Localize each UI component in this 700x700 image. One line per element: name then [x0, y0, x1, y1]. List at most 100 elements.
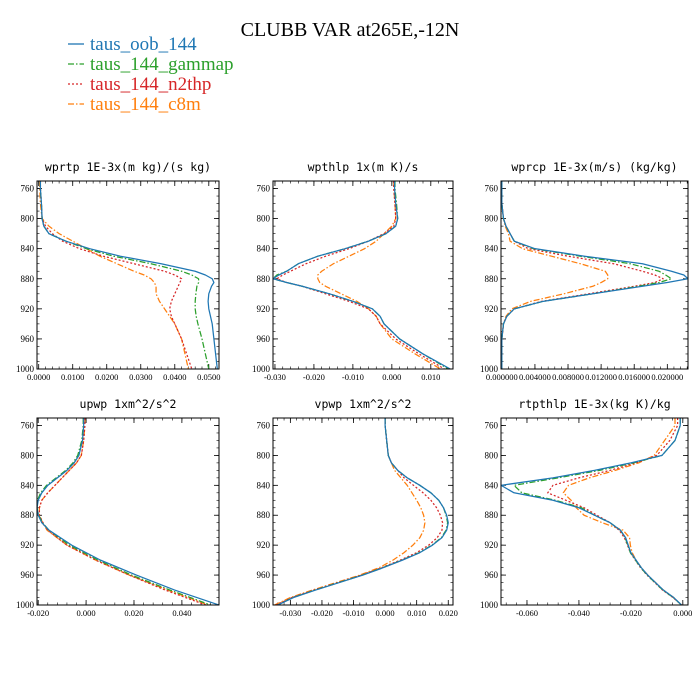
ytick-label-4-1: 800	[257, 450, 271, 460]
ytick-label-3-0: 760	[21, 420, 35, 430]
series-line-2-1	[501, 181, 673, 369]
plot-frame-3	[36, 417, 220, 606]
series-group-4	[274, 418, 449, 605]
ytick-label-1-4: 920	[257, 304, 271, 314]
ytick-label-2-0: 760	[485, 184, 499, 194]
ytick-label-2-4: 920	[485, 304, 499, 314]
series-line-4-3	[274, 418, 426, 605]
ytick-label-5-1: 800	[485, 450, 499, 460]
series-line-5-1	[513, 418, 682, 605]
xtick-label-2-4: 0.016000	[618, 372, 650, 382]
ytick-label-4-5: 960	[257, 570, 271, 580]
series-line-5-0	[501, 418, 682, 605]
series-line-1-2	[276, 181, 445, 369]
xtick-label-2-0: 0.000000	[486, 372, 518, 382]
ytick-label-3-3: 880	[21, 510, 35, 520]
ytick-label-0-5: 960	[21, 334, 35, 344]
ytick-label-5-4: 920	[485, 540, 499, 550]
xtick-label-2-3: 0.012000	[585, 372, 617, 382]
series-line-5-3	[562, 418, 682, 605]
xtick-label-4-5: 0.020	[439, 608, 458, 618]
xtick-label-0-2: 0.0200	[95, 372, 118, 382]
series-line-1-1	[273, 181, 449, 369]
xtick-label-3-3: 0.040	[172, 608, 191, 618]
xtick-label-3-2: 0.020	[124, 608, 143, 618]
legend-label-3: taus_144_c8m	[90, 94, 201, 115]
xtick-label-1-3: 0.000	[382, 372, 401, 382]
ytick-label-0-3: 880	[21, 274, 35, 284]
series-line-0-3	[39, 181, 189, 369]
plot-frame-2	[500, 180, 689, 370]
xtick-label-4-1: -0.020	[311, 608, 333, 618]
panel-2: wprcp 1E-3x(m/s) (kg/kg) 760 800 840 880 920 9…	[480, 160, 689, 382]
legend: taus_oob_144taus_144_gammaptaus_144_n2th…	[68, 34, 234, 115]
ytick-label-4-3: 880	[257, 510, 271, 520]
ytick-label-3-6: 1000	[16, 600, 35, 610]
series-line-4-2	[275, 418, 444, 605]
panel-title-5: rtpthlp 1E-3x(kg K)/kg	[518, 397, 670, 411]
ytick-label-0-6: 1000	[16, 364, 35, 374]
series-group-0	[39, 181, 218, 369]
ytick-label-1-3: 880	[257, 274, 271, 284]
series-line-0-1	[39, 181, 210, 369]
plot-frame-5	[500, 417, 689, 606]
ytick-label-5-6: 1000	[480, 600, 499, 610]
ytick-label-0-4: 920	[21, 304, 35, 314]
ytick-label-3-2: 840	[21, 480, 35, 490]
panel-5: rtpthlp 1E-3x(kg K)/kg 760 800 840 880 920 960…	[480, 397, 692, 618]
xtick-label-5-0: -0.060	[516, 608, 538, 618]
xtick-label-0-4: 0.0400	[163, 372, 186, 382]
series-line-3-3	[38, 418, 209, 605]
legend-label-2: taus_144_n2thp	[90, 74, 211, 95]
ytick-label-0-2: 840	[21, 244, 35, 254]
panel-title-0: wprtp 1E-3x(m kg)/(s kg)	[45, 160, 211, 174]
ytick-label-4-6: 1000	[252, 600, 271, 610]
panel-title-4: vpwp 1xm^2/s^2	[315, 397, 412, 411]
xtick-label-0-3: 0.0300	[129, 372, 152, 382]
xtick-label-4-2: -0.010	[343, 608, 365, 618]
xtick-label-2-5: 0.020000	[651, 372, 683, 382]
legend-label-0: taus_oob_144	[90, 34, 197, 55]
series-line-3-2	[38, 418, 207, 605]
xtick-label-5-2: -0.020	[620, 608, 642, 618]
series-group-2	[501, 181, 688, 369]
xtick-label-4-4: 0.010	[407, 608, 426, 618]
xtick-label-1-1: -0.020	[303, 372, 325, 382]
xtick-label-2-2: 0.008000	[552, 372, 584, 382]
figure-title: CLUBB VAR at265E,-12N	[241, 19, 460, 41]
panel-title-3: upwp 1xm^2/s^2	[80, 397, 177, 411]
ytick-label-1-2: 840	[257, 244, 271, 254]
xtick-label-2-1: 0.004000	[519, 372, 551, 382]
series-line-1-0	[273, 181, 451, 369]
series-line-2-3	[501, 181, 609, 369]
ytick-label-2-2: 840	[485, 244, 499, 254]
ytick-label-3-5: 960	[21, 570, 35, 580]
xtick-label-3-0: -0.020	[27, 608, 49, 618]
xtick-label-4-0: -0.030	[279, 608, 301, 618]
series-line-0-0	[39, 181, 218, 369]
ytick-label-2-1: 800	[485, 214, 499, 224]
plot-frame-4	[272, 417, 454, 606]
xtick-label-5-1: -0.040	[568, 608, 590, 618]
series-line-3-1	[37, 418, 211, 605]
panel-title-1: wpthlp 1x(m K)/s	[308, 160, 419, 174]
plot-frame-1	[272, 180, 454, 370]
ytick-label-1-0: 760	[257, 184, 271, 194]
ytick-label-2-5: 960	[485, 334, 499, 344]
ytick-label-5-0: 760	[485, 420, 499, 430]
series-line-2-2	[501, 181, 664, 369]
series-group-3	[37, 418, 219, 605]
panels: wprtp 1E-3x(m kg)/(s kg) 760 800 840 880 920 9…	[16, 160, 692, 618]
xtick-label-1-0: -0.030	[264, 372, 286, 382]
series-line-2-0	[501, 181, 688, 369]
panel-1: wpthlp 1x(m K)/s7608008408809209601000-0…	[252, 160, 454, 382]
ytick-label-4-4: 920	[257, 540, 271, 550]
panel-3: upwp 1xm^2/s^2 760 800 840 880 920 960 1000-0.0…	[16, 397, 220, 618]
ytick-label-0-1: 800	[21, 214, 35, 224]
series-line-4-0	[277, 418, 449, 605]
xtick-label-3-1: 0.000	[77, 608, 96, 618]
xtick-label-4-3: 0.000	[376, 608, 395, 618]
ytick-label-2-6: 1000	[480, 364, 499, 374]
ytick-label-1-5: 960	[257, 334, 271, 344]
